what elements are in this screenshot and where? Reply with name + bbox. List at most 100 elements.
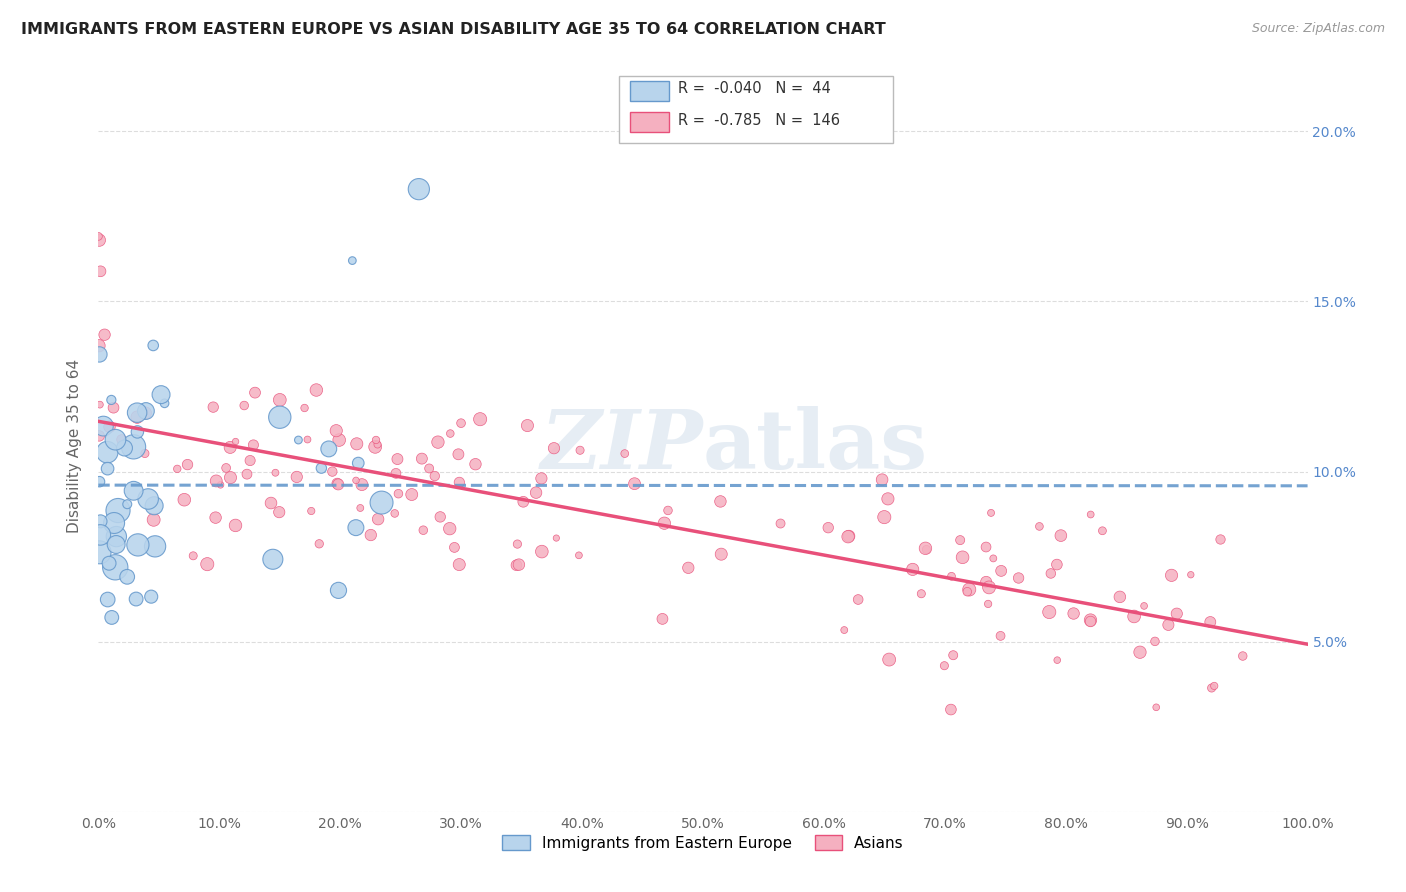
Point	[97, 592, 120, 607]
Point	[243, 385, 266, 400]
Point	[342, 253, 364, 268]
Point	[269, 410, 291, 425]
Point	[1108, 590, 1130, 604]
Point	[1157, 618, 1180, 632]
Point	[439, 426, 461, 441]
Legend: Immigrants from Eastern Europe, Asians: Immigrants from Eastern Europe, Asians	[496, 829, 910, 856]
Point	[1199, 615, 1222, 629]
Point	[832, 623, 855, 637]
Point	[104, 433, 127, 447]
Point	[219, 470, 242, 484]
Point	[93, 419, 115, 434]
Text: IMMIGRANTS FROM EASTERN EUROPE VS ASIAN DISABILITY AGE 35 TO 64 CORRELATION CHAR: IMMIGRANTS FROM EASTERN EUROPE VS ASIAN …	[21, 22, 886, 37]
Point	[546, 531, 568, 545]
Point	[364, 433, 387, 447]
Point	[350, 477, 373, 491]
Point	[264, 466, 287, 480]
Point	[347, 456, 370, 470]
Point	[530, 471, 553, 485]
Point	[111, 433, 134, 447]
Point	[1080, 508, 1102, 522]
Point	[846, 592, 869, 607]
Point	[1063, 607, 1085, 621]
Point	[107, 503, 129, 517]
Point	[1028, 519, 1050, 533]
Point	[294, 401, 316, 415]
Point	[990, 629, 1012, 643]
Point	[837, 530, 859, 544]
Point	[262, 552, 284, 566]
Point	[508, 558, 530, 572]
Point	[910, 587, 932, 601]
Point	[360, 528, 382, 542]
Point	[1133, 599, 1156, 613]
Point	[225, 434, 247, 449]
Point	[325, 424, 347, 438]
Point	[423, 469, 446, 483]
Point	[219, 441, 242, 455]
Point	[125, 592, 148, 607]
Point	[384, 507, 406, 521]
Point	[870, 473, 893, 487]
Point	[429, 509, 451, 524]
Point	[204, 510, 226, 524]
Point	[114, 441, 136, 455]
Point	[287, 433, 309, 447]
Point	[1046, 653, 1069, 667]
Point	[654, 516, 676, 531]
Point	[956, 584, 979, 599]
Point	[326, 476, 349, 491]
Point	[142, 338, 165, 352]
Point	[449, 558, 471, 572]
Point	[543, 441, 565, 455]
Text: R =  -0.785   N =  146: R = -0.785 N = 146	[678, 113, 839, 128]
Point	[942, 648, 965, 663]
Y-axis label: Disability Age 35 to 64: Disability Age 35 to 64	[67, 359, 83, 533]
Point	[439, 522, 461, 536]
Point	[127, 406, 149, 420]
Point	[387, 486, 409, 500]
Point	[651, 612, 673, 626]
Text: ZIP: ZIP	[540, 406, 703, 486]
Point	[89, 398, 111, 412]
Point	[311, 461, 333, 475]
Point	[1091, 524, 1114, 538]
Point	[205, 474, 228, 488]
Point	[418, 461, 440, 475]
Point	[209, 478, 232, 492]
Point	[980, 506, 1002, 520]
Point	[974, 540, 997, 554]
Point	[623, 476, 645, 491]
Point	[981, 551, 1004, 566]
Point	[100, 392, 122, 407]
Point	[934, 658, 956, 673]
Point	[87, 229, 110, 244]
Point	[838, 529, 860, 543]
Point	[127, 425, 149, 439]
Point	[117, 497, 139, 511]
Point	[873, 510, 896, 524]
Text: Source: ZipAtlas.com: Source: ZipAtlas.com	[1251, 22, 1385, 36]
Point	[1050, 528, 1073, 542]
Point	[136, 491, 159, 506]
Point	[364, 440, 387, 454]
Point	[1129, 645, 1152, 659]
Point	[1144, 700, 1167, 714]
Point	[100, 610, 122, 624]
Point	[411, 451, 433, 466]
Point	[166, 462, 188, 476]
Point	[1209, 533, 1232, 547]
Point	[202, 400, 225, 414]
Point	[952, 550, 974, 565]
Point	[305, 383, 328, 397]
Point	[915, 542, 938, 557]
Point	[1166, 607, 1188, 621]
Point	[505, 558, 527, 573]
Point	[877, 652, 900, 666]
Point	[97, 461, 120, 475]
Point	[1039, 566, 1062, 581]
Point	[297, 433, 319, 447]
Point	[977, 597, 1000, 611]
Point	[89, 429, 111, 443]
Point	[89, 347, 111, 361]
